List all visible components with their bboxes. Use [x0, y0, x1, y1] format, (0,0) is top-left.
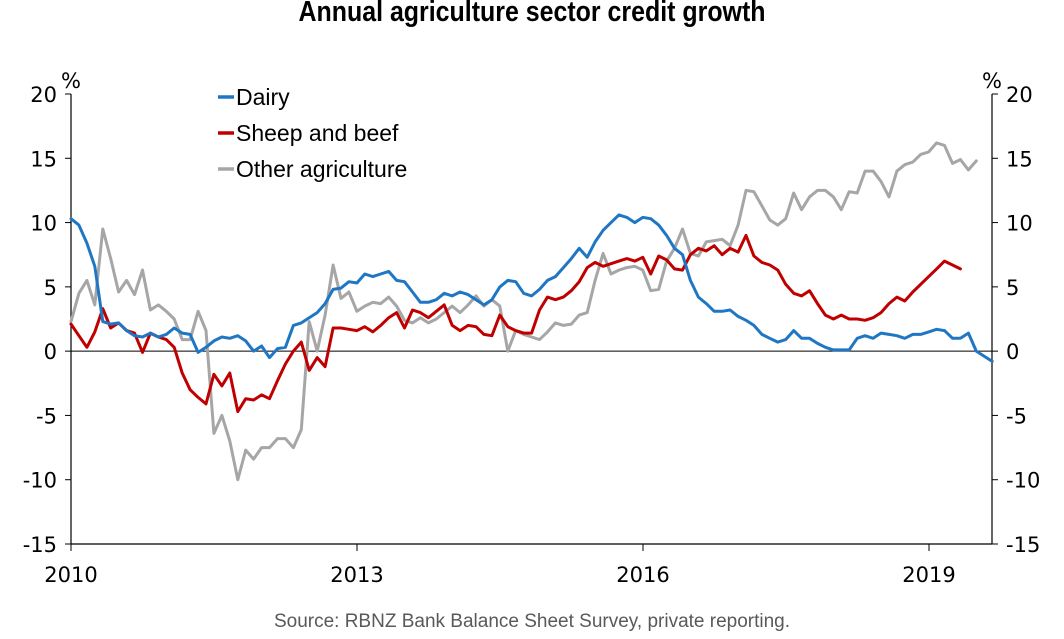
axes: 20 20 15 15 10 10 5 5 0 0 -5 -5 -10 -10 -15 -15% % 2010 20…	[23, 69, 1041, 587]
y-tick-label-right: 5	[1006, 276, 1019, 300]
y-tick-label-left: -5	[36, 404, 57, 428]
legend-label: Sheep and beef	[236, 120, 399, 146]
x-tick-label: 2016	[616, 563, 669, 587]
series-sheep-and-beef	[69, 233, 962, 414]
series-line	[69, 213, 994, 363]
legend-item: Sheep and beef	[218, 120, 399, 146]
y-tick-label-left: 15	[30, 147, 57, 171]
y-tick-label-left: -10	[23, 469, 57, 493]
y-tick-label-right: -15	[1006, 533, 1040, 557]
y-tick-label-right: 0	[1006, 340, 1019, 364]
series-other-agriculture	[69, 141, 978, 482]
y-tick-label-right: -10	[1006, 469, 1040, 493]
legend-item: Other agriculture	[218, 156, 407, 182]
x-tick-label: 2019	[902, 563, 955, 587]
series-line	[69, 141, 978, 482]
y-unit-left: %	[61, 69, 81, 93]
y-tick-label-left: 10	[30, 212, 57, 236]
y-tick-label-left: 0	[44, 340, 57, 364]
y-tick-label-left: 5	[44, 276, 57, 300]
chart-title: Annual agriculture sector credit growth	[298, 0, 766, 28]
legend-label: Other agriculture	[236, 156, 407, 182]
y-tick-label-right: 20	[1006, 83, 1033, 107]
y-unit-right: %	[982, 69, 1002, 93]
series-line	[69, 233, 962, 414]
y-tick-label-right: -5	[1006, 404, 1027, 428]
x-tick-label: 2013	[330, 563, 383, 587]
series-dairy	[69, 213, 994, 363]
x-tick-label: 2010	[44, 563, 97, 587]
legend-item: Dairy	[218, 84, 290, 110]
y-tick-label-right: 10	[1006, 212, 1033, 236]
y-tick-label-left: -15	[23, 533, 57, 557]
legend: Dairy Sheep and beef Other agriculture	[218, 84, 407, 182]
series-layer	[69, 141, 994, 482]
source-note: Source: RBNZ Bank Balance Sheet Survey, …	[273, 611, 791, 632]
legend-label: Dairy	[236, 84, 290, 110]
y-tick-label-right: 15	[1006, 147, 1033, 171]
y-tick-label-left: 20	[30, 83, 57, 107]
